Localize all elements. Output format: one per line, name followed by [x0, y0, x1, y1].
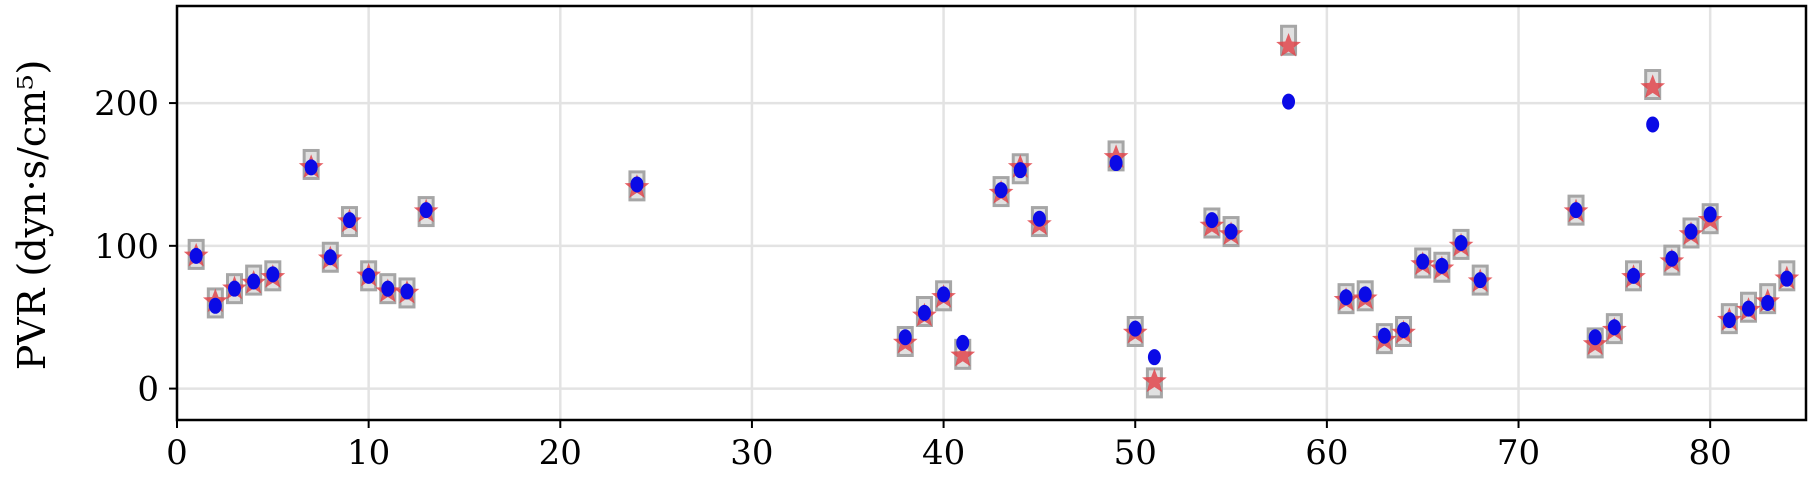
x-tick-label: 30 — [730, 433, 773, 473]
dot-marker — [1607, 319, 1621, 336]
data-marks — [183, 24, 1800, 399]
dot-marker — [937, 286, 951, 303]
dot-marker — [1454, 234, 1468, 251]
dot-marker — [1032, 210, 1046, 227]
dot-marker — [1722, 312, 1736, 329]
dot-marker — [1109, 155, 1123, 172]
dot-marker — [1703, 206, 1717, 223]
x-tick-label: 70 — [1497, 433, 1540, 473]
dot-marker — [1339, 289, 1353, 306]
dot-marker — [400, 283, 414, 300]
dot-marker — [1377, 327, 1391, 344]
dot-marker — [266, 266, 280, 283]
y-tick-label: 0 — [137, 370, 159, 410]
dot-marker — [994, 182, 1008, 199]
dot-marker — [1205, 212, 1219, 229]
dot-marker — [342, 212, 356, 229]
dot-marker — [419, 202, 433, 219]
series-dot — [189, 93, 1794, 366]
dot-marker — [1013, 162, 1027, 179]
star-marker — [950, 342, 976, 367]
plot-frame — [175, 4, 1808, 422]
dot-marker — [1416, 253, 1430, 270]
dot-marker — [1684, 223, 1698, 240]
dot-marker — [304, 159, 318, 176]
y-tick-label: 100 — [94, 227, 159, 267]
dot-marker — [1128, 320, 1142, 337]
dot-marker — [1147, 349, 1161, 366]
dot-marker — [323, 249, 337, 266]
dot-marker — [247, 273, 261, 290]
x-tick-label: 80 — [1689, 433, 1732, 473]
dot-marker — [1282, 93, 1296, 110]
dot-marker — [1665, 250, 1679, 267]
dot-marker — [208, 297, 222, 314]
y-axis-label: PVR (dyn·s/cm⁵) — [10, 60, 54, 371]
x-tick-label: 40 — [922, 433, 965, 473]
axis-ticks: 0 10 20 30 40 50 60 70 80 0 100 200 — [94, 84, 1732, 473]
dot-marker — [956, 334, 970, 351]
star-marker — [1640, 74, 1666, 98]
dot-marker — [1742, 300, 1756, 317]
x-tick-label: 10 — [347, 433, 390, 473]
dot-marker — [1224, 223, 1238, 240]
x-tick-label: 20 — [539, 433, 582, 473]
star-marker — [1142, 368, 1167, 392]
dot-marker — [1569, 202, 1583, 219]
dot-marker — [1435, 257, 1449, 274]
x-tick-label: 0 — [166, 433, 188, 473]
dot-marker — [1397, 322, 1411, 339]
dot-marker — [1761, 294, 1775, 311]
dot-marker — [1646, 116, 1660, 133]
dot-marker — [898, 329, 912, 346]
dot-marker — [1358, 286, 1372, 303]
dot-marker — [189, 247, 203, 264]
dot-marker — [227, 280, 241, 297]
dot-marker — [1627, 267, 1641, 284]
dot-marker — [1780, 270, 1794, 287]
dot-marker — [1588, 329, 1602, 346]
dot-marker — [630, 176, 644, 193]
dot-marker — [1473, 272, 1487, 289]
x-tick-label: 60 — [1305, 433, 1348, 473]
dot-marker — [381, 280, 395, 297]
star-marker — [1276, 32, 1301, 57]
grid — [175, 6, 1806, 420]
dot-marker — [362, 267, 376, 284]
y-tick-label: 200 — [94, 84, 159, 124]
x-tick-label: 50 — [1114, 433, 1157, 473]
dot-marker — [917, 304, 931, 321]
